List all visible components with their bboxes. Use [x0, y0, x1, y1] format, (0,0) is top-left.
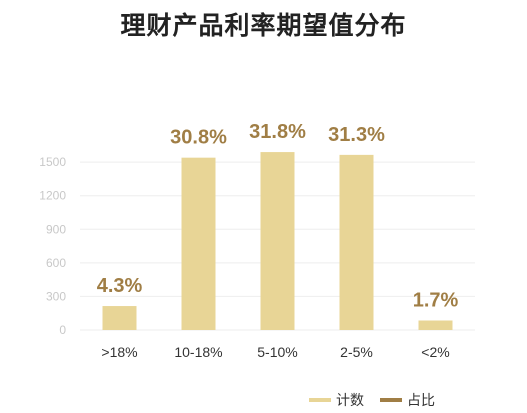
- bar: [418, 320, 453, 330]
- y-tick-label: 300: [46, 289, 66, 303]
- legend-label-ratio: 占比: [407, 393, 435, 409]
- y-tick-label: 900: [46, 222, 66, 236]
- x-tick-label: <2%: [421, 344, 449, 360]
- data-label: 31.8%: [249, 121, 306, 143]
- x-axis-labels: >18% 10-18% 5-10% 2-5% <2%: [101, 344, 449, 360]
- y-tick-label: 1500: [39, 155, 66, 169]
- y-axis-ticks: 0 300 600 900 1200 1500: [39, 155, 66, 337]
- x-tick-label: 5-10%: [257, 344, 297, 360]
- data-label: 31.3%: [328, 124, 385, 146]
- y-tick-label: 0: [59, 323, 66, 337]
- data-label: 1.7%: [413, 289, 459, 311]
- legend-label-count: 计数: [336, 393, 364, 409]
- chart-title: 理财产品利率期望值分布: [120, 11, 407, 40]
- bar: [102, 306, 137, 330]
- x-tick-label: 2-5%: [340, 344, 373, 360]
- legend-swatch-count: [309, 398, 331, 402]
- bar: [181, 157, 216, 330]
- data-labels: 4.3% 30.8% 31.8% 31.3% 1.7%: [97, 121, 459, 311]
- x-tick-label: >18%: [101, 344, 137, 360]
- y-tick-label: 600: [46, 256, 66, 270]
- y-tick-label: 1200: [39, 189, 66, 203]
- data-label: 4.3%: [97, 275, 143, 297]
- bar: [260, 152, 295, 330]
- bars: [102, 152, 453, 330]
- data-label: 30.8%: [170, 127, 227, 149]
- legend: 计数 占比: [309, 393, 435, 409]
- x-tick-label: 10-18%: [174, 344, 222, 360]
- legend-swatch-ratio: [380, 398, 402, 402]
- bar: [339, 154, 374, 330]
